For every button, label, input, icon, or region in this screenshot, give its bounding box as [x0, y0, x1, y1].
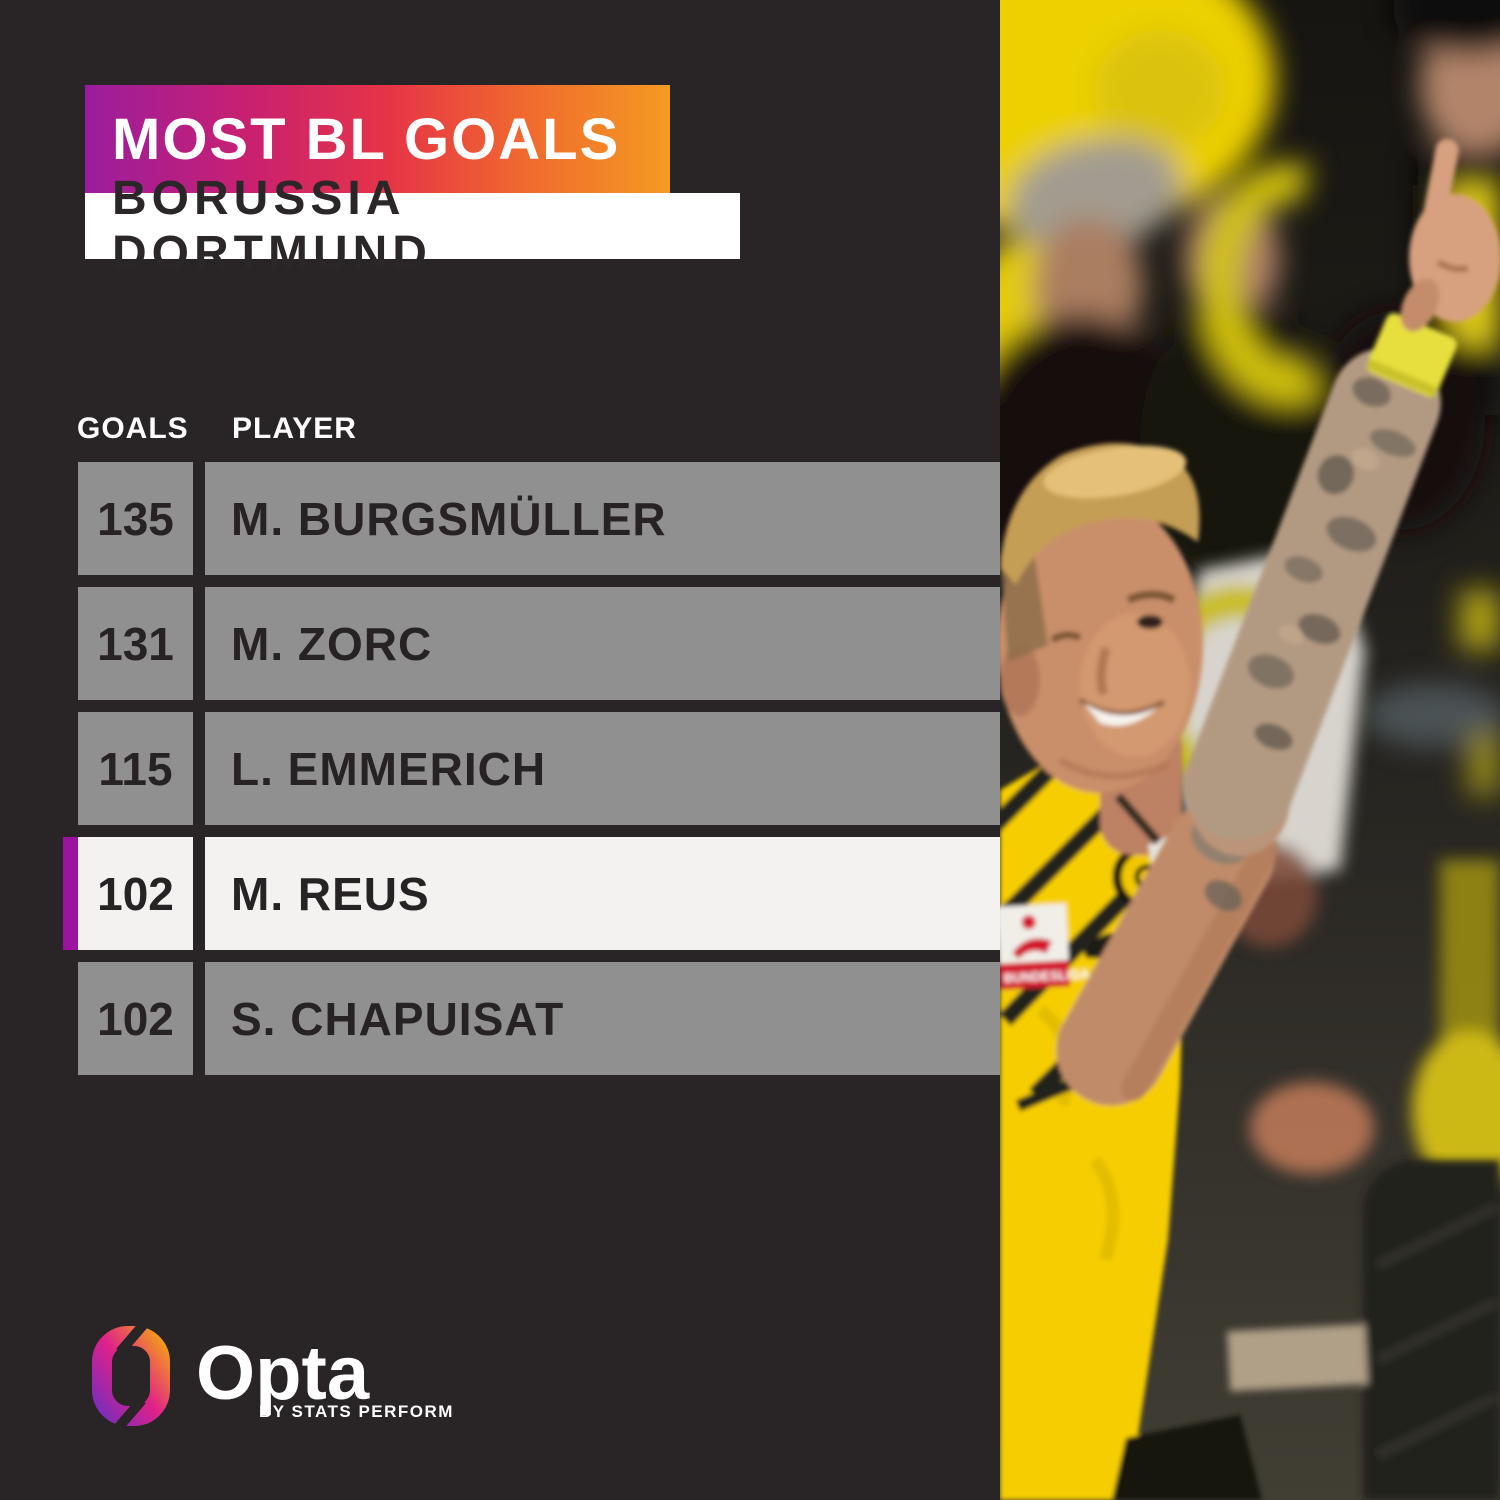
goals-value: 115 — [98, 742, 173, 795]
table-row: 102 M. REUS — [63, 837, 1000, 950]
pitchside-boards — [1226, 1160, 1500, 1500]
bundesliga-patch-text: BUNDESLIGA — [1003, 966, 1090, 986]
goals-value: 131 — [97, 617, 174, 670]
player-photo: BUNDESLIGA — [1000, 0, 1500, 1500]
page-title: MOST BL GOALS — [112, 106, 621, 172]
column-header-goals: GOALS — [77, 412, 189, 445]
player-cell: M. REUS — [205, 837, 1000, 950]
shorts — [1112, 1415, 1262, 1500]
yellow-blob — [1412, 1030, 1500, 1190]
player-name: M. BURGSMÜLLER — [231, 492, 667, 545]
pointing-finger — [1416, 138, 1459, 263]
player-cell: L. EMMERICH — [205, 712, 1000, 825]
yellow-scarf — [1199, 162, 1322, 403]
goals-cell: 102 — [78, 962, 193, 1075]
player-name: L. EMMERICH — [231, 742, 547, 795]
table-row: 131 M. ZORC — [78, 587, 1000, 700]
table-row: 115 L. EMMERICH — [78, 712, 1000, 825]
goals-table: 135 M. BURGSMÜLLER 131 M. ZORC 115 L. EM… — [63, 462, 1000, 1087]
player-cell: M. BURGSMÜLLER — [205, 462, 1000, 575]
tan-stripe — [1226, 1324, 1368, 1392]
bundesliga-patch: BUNDESLIGA — [1000, 903, 1091, 990]
fan-cap — [1008, 138, 1182, 252]
opta-wordmark: Opta — [196, 1331, 370, 1416]
eye — [1137, 615, 1163, 629]
page-subtitle: BORUSSIA DORTMUND — [112, 172, 432, 280]
raised-arm — [1056, 138, 1500, 1106]
forearm — [1183, 347, 1441, 841]
goals-value: 102 — [97, 992, 174, 1045]
goals-value: 102 — [97, 867, 174, 920]
upper-arm — [1056, 798, 1276, 1106]
player-cell: M. ZORC — [205, 587, 1000, 700]
head — [1000, 443, 1203, 793]
player-name: S. CHAPUISAT — [231, 992, 565, 1045]
smile — [1084, 703, 1158, 726]
ear — [1000, 644, 1040, 716]
player-photo-illustration: BUNDESLIGA — [1000, 0, 1500, 1500]
goals-cell: 131 — [78, 587, 193, 700]
player-cell: S. CHAPUISAT — [205, 962, 1000, 1075]
player-name: M. REUS — [231, 867, 430, 920]
goals-value: 135 — [97, 492, 174, 545]
opta-tagline: BY STATS PERFORM — [259, 1402, 454, 1421]
subtitle-banner: BORUSSIA DORTMUND — [85, 172, 740, 280]
eyebrow — [1126, 590, 1176, 604]
column-header-player: PLAYER — [232, 412, 357, 445]
table-row: 102 S. CHAPUISAT — [78, 962, 1000, 1075]
nose-shadow — [1096, 646, 1111, 696]
goals-cell: 115 — [78, 712, 193, 825]
collar-trim — [1114, 793, 1162, 845]
goals-cell: 102 — [78, 837, 193, 950]
wristband — [1365, 313, 1457, 398]
player-name: M. ZORC — [231, 617, 433, 670]
player-figure: BUNDESLIGA — [1000, 138, 1500, 1500]
title-banner: MOST BL GOALS — [85, 85, 670, 193]
table-row: 135 M. BURGSMÜLLER — [78, 462, 1000, 575]
thumb — [1400, 278, 1440, 332]
goals-cell: 135 — [78, 462, 193, 575]
opta-logo-icon — [92, 1326, 170, 1426]
